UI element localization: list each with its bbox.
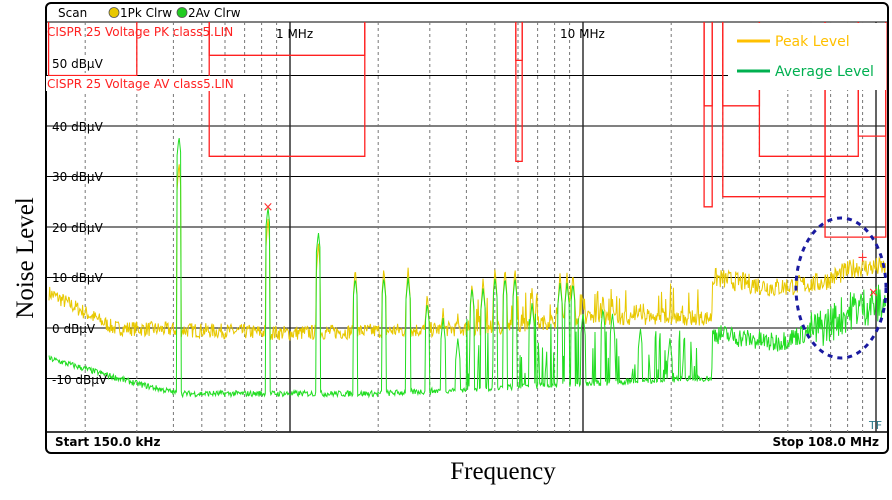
av-limit-segment xyxy=(824,22,887,238)
ytick-minus10: -10 dBµV xyxy=(52,373,108,387)
tf-indicator: TF xyxy=(868,419,882,432)
ytick-30: 30 dBµV xyxy=(52,170,104,184)
ytick-0: 0 dBµV xyxy=(52,322,96,336)
legend-box xyxy=(728,23,886,90)
scan-label: Scan xyxy=(58,6,87,20)
markers: × + × xyxy=(263,200,879,301)
pk-limit-label: CISPR 25 Voltage PK class5.LIN xyxy=(47,25,233,39)
marker-plus-icon: + xyxy=(857,250,868,265)
av-limit-segment xyxy=(703,22,713,208)
analyzer-frame xyxy=(45,2,889,454)
trace2-label[interactable]: 2Av Clrw xyxy=(188,6,241,20)
legend-peak-label: Peak Level xyxy=(775,34,850,50)
ytick-10: 10 dBµV xyxy=(52,271,104,285)
ytick-50: 50 dBµV xyxy=(52,57,104,71)
av-label-bg xyxy=(46,76,258,91)
pk-limit-segment xyxy=(47,22,138,77)
trace1-label[interactable]: 1Pk Clrw xyxy=(120,6,172,20)
av-limit-segment xyxy=(515,22,523,163)
av-limit-label: CISPR 25 Voltage AV class5.LIN xyxy=(47,77,234,91)
xtick-1mhz: 1 MHz xyxy=(276,27,313,41)
ytick-50-bg xyxy=(50,57,108,71)
marker-x-icon: × xyxy=(868,286,879,301)
start-frequency: Start 150.0 kHz xyxy=(55,435,160,449)
trace2-indicator-icon xyxy=(176,7,188,18)
y-tick-labels: 50 dBµV 40 dBµV 30 dBµV 20 dBµV 10 dBµV … xyxy=(50,57,108,387)
trace1-indicator-icon xyxy=(108,7,120,18)
y-axis-label: Noise Level xyxy=(12,197,39,319)
ytick-20: 20 dBµV xyxy=(52,221,104,235)
highlight-ellipse xyxy=(794,216,888,360)
marker-x-icon: × xyxy=(263,200,274,215)
traces xyxy=(48,137,886,399)
ytick-40: 40 dBµV xyxy=(52,120,104,134)
xtick-10mhz: 10 MHz xyxy=(560,27,605,41)
legend-average-label: Average Level xyxy=(775,64,874,80)
average-level-trace xyxy=(48,137,886,399)
x-axis-label: Frequency xyxy=(450,458,556,485)
stop-frequency: Stop 108.0 MHz xyxy=(773,435,880,449)
